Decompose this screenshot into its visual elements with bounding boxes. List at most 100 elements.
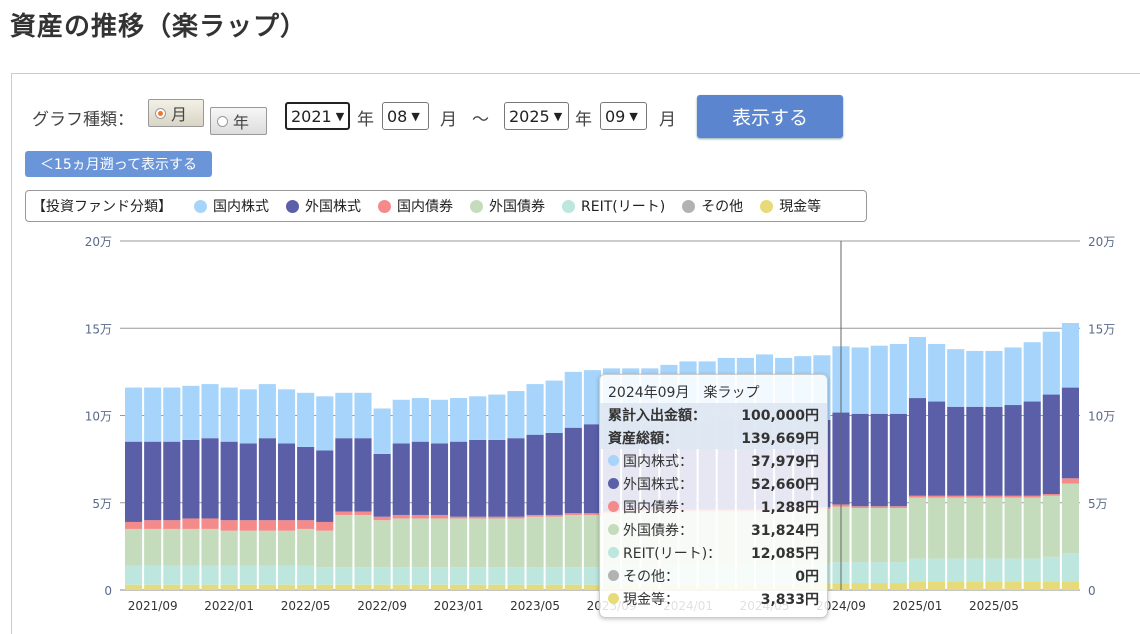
- bar-segment: [430, 584, 449, 590]
- bar-segment: [966, 350, 984, 407]
- bar-segment: [163, 584, 181, 590]
- legend-item[interactable]: 国内株式: [194, 196, 269, 216]
- bar-segment: [220, 441, 238, 521]
- bar-segment: [182, 584, 200, 590]
- tooltip-value: 0円: [795, 568, 819, 585]
- bar-segment: [277, 389, 296, 444]
- bar-segment: [125, 565, 143, 585]
- bar-segment: [851, 507, 869, 563]
- bar-segment: [411, 567, 429, 585]
- bar-segment: [125, 521, 143, 529]
- bar-segment: [1004, 495, 1022, 498]
- tooltip-row: 外国株式： 52,660円: [600, 472, 827, 495]
- bar-segment: [488, 516, 506, 519]
- end-month-select[interactable]: 09 ▼: [600, 102, 647, 130]
- x-tick-label: 2023/01: [434, 599, 484, 613]
- tooltip-label-text: 外国株式：: [623, 476, 693, 493]
- bar-segment: [985, 558, 1003, 582]
- bar-segment: [1061, 483, 1079, 554]
- bar-segment: [545, 516, 563, 568]
- start-year-select[interactable]: 2021 ▼: [285, 102, 350, 130]
- bar-segment: [545, 514, 563, 517]
- bar-segment: [583, 424, 601, 514]
- bar-segment: [297, 392, 315, 447]
- bar-segment: [220, 530, 238, 566]
- tooltip-label: 外国株式：: [608, 474, 751, 494]
- bar-segment: [239, 584, 257, 590]
- bar-segment: [966, 497, 984, 559]
- bar-segment: [1042, 495, 1060, 557]
- bar-segment: [373, 516, 391, 521]
- show-button[interactable]: 表示する: [697, 95, 843, 138]
- bar-segment: [526, 516, 544, 568]
- bar-segment: [908, 495, 927, 498]
- bar-segment: [851, 347, 869, 414]
- series-dot-icon: [608, 455, 619, 466]
- tooltip-total-assets-row: 資産総額： 139,669円: [600, 426, 827, 449]
- start-month-value: 08: [387, 106, 408, 126]
- bar-segment: [392, 567, 410, 585]
- bar-segment: [220, 520, 238, 531]
- bar-segment: [545, 380, 563, 433]
- bar-segment: [1004, 581, 1022, 590]
- bar-segment: [163, 528, 181, 566]
- bar-segment: [373, 567, 391, 585]
- tooltip-label: REIT(リート)：: [608, 543, 751, 563]
- tooltip-label-text: その他：: [623, 568, 679, 585]
- bar-segment: [297, 584, 315, 590]
- y-tick-label-right: 5万: [1088, 497, 1108, 511]
- bar-segment: [851, 583, 869, 590]
- bar-segment: [354, 584, 372, 590]
- legend-item[interactable]: 現金等: [760, 196, 821, 216]
- bar-segment: [507, 516, 525, 519]
- back-15-months-button[interactable]: ＜15ヵ月遡って表示する: [25, 151, 212, 177]
- tooltip-label: 現金等：: [608, 589, 761, 609]
- tooltip-label: 外国債券：: [608, 520, 751, 540]
- page-title: 資産の推移（楽ラップ）: [10, 12, 308, 42]
- bar-segment: [430, 567, 449, 585]
- tooltip-row: 国内株式： 37,979円: [600, 449, 827, 472]
- bar-segment: [411, 518, 429, 568]
- bar-segment: [564, 514, 582, 568]
- bar-segment: [1023, 581, 1041, 590]
- bar-segment: [1004, 347, 1022, 406]
- legend-items: 国内株式 外国株式 国内債券 外国債券 REIT(リート) その他 現金等: [194, 196, 838, 216]
- radio-month-button[interactable]: 月: [148, 99, 204, 127]
- legend-item[interactable]: REIT(リート): [562, 196, 665, 216]
- tooltip-label-text: 現金等：: [623, 591, 679, 608]
- bar-segment: [258, 530, 276, 566]
- bar-segment: [564, 371, 582, 428]
- chevron-down-icon: ▼: [553, 109, 563, 123]
- bar-segment: [411, 398, 429, 442]
- x-tick-label: 2022/05: [281, 599, 331, 613]
- bar-segment: [985, 350, 1003, 407]
- series-dot-icon: [608, 501, 619, 512]
- bar-segment: [182, 439, 200, 519]
- legend-dot-icon: [470, 199, 483, 213]
- bar-segment: [201, 584, 219, 590]
- bar-segment: [354, 567, 372, 585]
- bar-segment: [469, 584, 487, 590]
- legend-item[interactable]: 外国株式: [286, 196, 361, 216]
- bar-segment: [450, 441, 468, 517]
- bar-segment: [1042, 394, 1060, 495]
- legend-item[interactable]: その他: [682, 196, 743, 216]
- radio-year-button[interactable]: 年: [210, 107, 267, 135]
- legend-label: 外国株式: [305, 199, 361, 215]
- bar-segment: [430, 518, 449, 568]
- chart-controls: グラフ種類： 月 年 2021 ▼ 年 08 ▼ 月 ～ 2025 ▼ 年 09 ▼ 月…: [32, 93, 852, 138]
- series-dot-icon: [608, 478, 619, 489]
- end-year-select[interactable]: 2025 ▼: [504, 102, 569, 130]
- tooltip-value: 31,824円: [750, 522, 819, 539]
- bar-segment: [201, 518, 219, 529]
- bar-segment: [163, 387, 181, 442]
- bar-segment: [277, 520, 296, 531]
- bar-segment: [507, 438, 525, 517]
- legend-item[interactable]: 外国債券: [470, 196, 545, 216]
- bar-segment: [851, 506, 869, 508]
- legend-item[interactable]: 国内債券: [378, 196, 453, 216]
- bar-segment: [526, 514, 544, 517]
- x-tick-label: 2025/05: [969, 599, 1019, 613]
- start-month-select[interactable]: 08 ▼: [382, 102, 429, 130]
- x-tick-label: 2024/09: [816, 599, 866, 613]
